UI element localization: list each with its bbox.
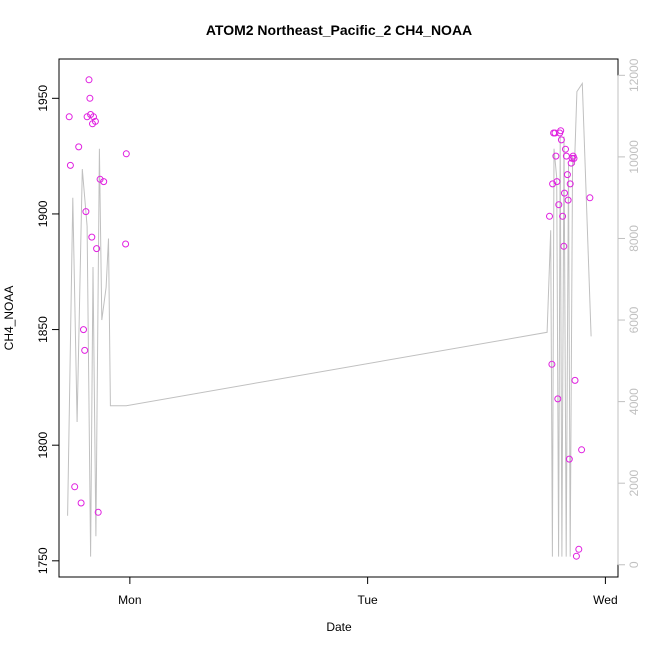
- data-point-26: [551, 129, 559, 137]
- data-point-0: [65, 113, 73, 121]
- data-point-35: [560, 242, 568, 250]
- data-point-42: [566, 180, 574, 188]
- data-point-9: [86, 94, 94, 102]
- y-tick-label-1: 1800: [36, 432, 50, 459]
- data-point-3: [77, 499, 85, 507]
- data-point-21: [75, 143, 83, 151]
- y2-tick-label-2: 4000: [627, 388, 641, 415]
- data-point-1: [66, 161, 74, 169]
- data-point-19: [122, 150, 130, 158]
- series-line: [67, 81, 592, 557]
- y2-tick-label-3: 6000: [627, 306, 641, 333]
- data-point-4: [80, 326, 87, 334]
- x-tick-label-1: Tue: [358, 593, 379, 607]
- data-point-8: [85, 76, 93, 84]
- x-tick-label-0: Mon: [118, 593, 141, 607]
- y2-tick-label-0: 0: [627, 561, 641, 568]
- data-point-39: [563, 171, 571, 179]
- data-point-13: [90, 113, 97, 121]
- x-axis: Mon Tue Wed: [118, 576, 618, 607]
- data-point-11: [88, 233, 96, 241]
- plot-frame: [58, 58, 619, 578]
- data-point-17: [96, 175, 104, 183]
- data-point-18: [100, 178, 108, 186]
- y2-tick-label-6: 12000: [627, 58, 641, 92]
- x-tick-label-2: Wed: [593, 593, 617, 607]
- data-point-30: [555, 201, 563, 209]
- data-point-46: [570, 154, 578, 162]
- data-point-38: [562, 152, 570, 160]
- data-point-16: [94, 508, 102, 516]
- data-point-48: [572, 552, 580, 560]
- data-point-6: [82, 208, 90, 216]
- y-axis-label: CH4_NOAA: [2, 286, 16, 351]
- data-point-29: [554, 395, 562, 403]
- data-point-14: [91, 117, 99, 125]
- data-point-28: [553, 178, 561, 186]
- data-point-33: [557, 136, 565, 144]
- data-point-20: [122, 240, 130, 248]
- data-point-47: [571, 376, 579, 384]
- data-point-49: [575, 545, 583, 553]
- line-series-layer: [67, 81, 592, 557]
- y2-tick-label-1: 2000: [627, 470, 641, 497]
- data-point-23: [548, 360, 556, 368]
- x-axis-label: Date: [326, 620, 352, 634]
- data-point-22: [546, 212, 553, 220]
- y-tick-label-0: 1750: [36, 547, 50, 574]
- y2-tick-label-4: 8000: [627, 225, 641, 252]
- y-tick-label-3: 1900: [36, 200, 50, 227]
- data-point-27: [552, 152, 560, 160]
- data-point-34: [559, 212, 567, 220]
- data-point-41: [565, 455, 573, 463]
- y-tick-label-2: 1850: [36, 316, 50, 343]
- data-point-5: [81, 346, 89, 354]
- points-layer: [65, 76, 594, 560]
- data-point-50: [578, 446, 586, 454]
- data-point-32: [557, 127, 565, 135]
- y-axis-right: 0 2000 4000 6000 8000 10000 12000: [617, 58, 641, 568]
- chart-title: ATOM2 Northeast_Pacific_2 CH4_NOAA: [206, 22, 472, 38]
- data-point-2: [71, 483, 79, 491]
- y-axis-left: 1750 1800 1850 1900 1950: [36, 85, 60, 574]
- data-point-51: [586, 194, 594, 202]
- y2-tick-label-5: 10000: [627, 140, 641, 174]
- data-point-36: [561, 189, 568, 197]
- y-tick-label-4: 1950: [36, 85, 50, 112]
- data-point-15: [93, 245, 101, 253]
- data-point-40: [564, 196, 572, 204]
- data-point-37: [562, 145, 569, 153]
